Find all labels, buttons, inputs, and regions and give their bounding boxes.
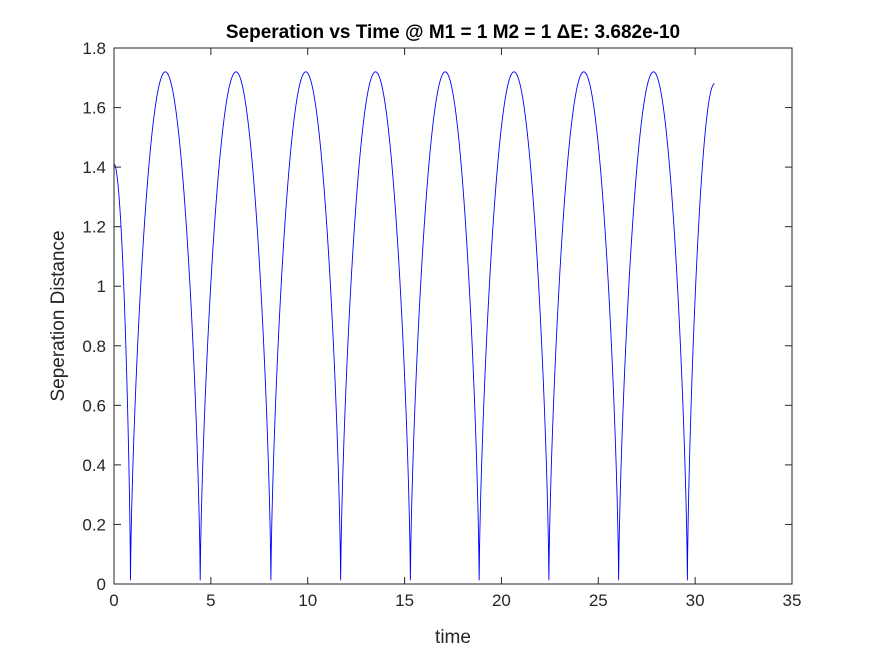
x-tick-label: 30 bbox=[686, 591, 705, 610]
x-tick-label: 15 bbox=[395, 591, 414, 610]
chart-title: Seperation vs Time @ M1 = 1 M2 = 1 ΔE: 3… bbox=[226, 22, 680, 43]
y-tick-label: 1.4 bbox=[82, 158, 106, 177]
ticks-layer: 0 5 10 15 20 25 30 35 0 0.2 0.4 0.6 0.8 1 1.2 1.4 1.6 1.8 bbox=[82, 39, 801, 610]
y-tick-label: 1 bbox=[97, 277, 106, 296]
axes-layer bbox=[113, 47, 793, 585]
series-layer bbox=[113, 71, 715, 581]
x-tick-label: 25 bbox=[589, 591, 608, 610]
y-tick-label: 1.2 bbox=[82, 218, 106, 237]
x-tick-label: 5 bbox=[206, 591, 215, 610]
y-tick-label: 0.4 bbox=[82, 456, 106, 475]
x-tick-label: 0 bbox=[109, 591, 118, 610]
y-tick-label: 1.6 bbox=[82, 99, 106, 118]
plot-area bbox=[114, 48, 792, 584]
x-axis-label: time bbox=[435, 627, 471, 648]
y-axis-label: Seperation Distance bbox=[48, 230, 69, 401]
axes-box bbox=[113, 47, 793, 585]
series-line bbox=[113, 71, 715, 581]
y-tick-label: 0.2 bbox=[82, 515, 106, 534]
y-tick-label: 1.8 bbox=[82, 39, 106, 58]
x-tick-label: 10 bbox=[298, 591, 317, 610]
y-tick-label: 0.8 bbox=[82, 337, 106, 356]
y-tick-label: 0.6 bbox=[82, 396, 106, 415]
x-tick-label: 20 bbox=[492, 591, 511, 610]
y-tick-label: 0 bbox=[97, 575, 106, 594]
x-tick-label: 35 bbox=[783, 591, 802, 610]
